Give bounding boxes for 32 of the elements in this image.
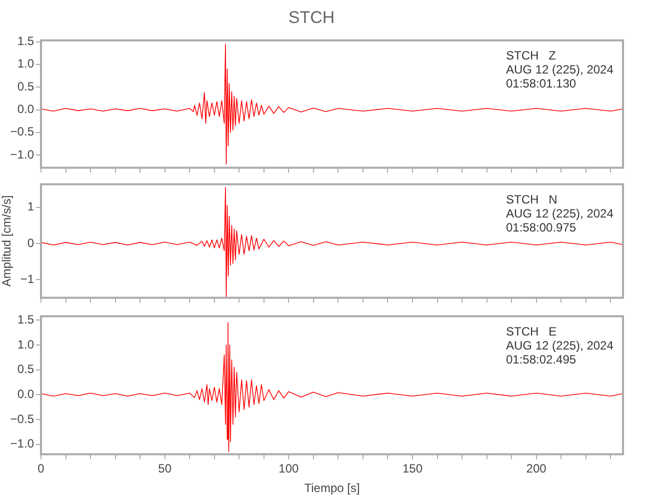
- y-tick-label: 1.0: [17, 337, 34, 352]
- y-tick-label: −1: [20, 272, 34, 286]
- x-tick-label: 50: [158, 462, 172, 476]
- annotation: STCH E: [506, 324, 557, 339]
- x-tick-label: 100: [278, 462, 299, 476]
- y-tick-label: 0.0: [17, 102, 34, 116]
- y-tick-label: −1.0: [10, 147, 34, 162]
- y-tick-label: 0: [27, 236, 34, 250]
- x-tick-label: 150: [402, 462, 423, 476]
- y-tick-label: 0.5: [17, 362, 34, 376]
- y-tick-label: 0.0: [17, 386, 34, 401]
- x-tick-label: 0: [38, 462, 45, 476]
- x-tick-label: 200: [526, 462, 547, 476]
- annotation: STCH Z: [506, 48, 556, 63]
- y-tick-label: 1.5: [17, 34, 34, 48]
- annotation: 01:58:01.130: [506, 76, 576, 91]
- annotation: STCH N: [506, 192, 558, 207]
- chart-title: STCH: [288, 8, 335, 27]
- x-axis-title: Tiempo [s]: [304, 481, 360, 496]
- annotation: 01:58:00.975: [506, 220, 576, 235]
- annotation: AUG 12 (225), 2024: [506, 338, 614, 353]
- y-tick-label: −1.0: [10, 436, 34, 451]
- y-tick-label: 1.0: [17, 56, 34, 71]
- annotation: AUG 12 (225), 2024: [506, 62, 614, 77]
- y-tick-label: −0.5: [10, 124, 34, 139]
- y-tick-label: 1.5: [17, 312, 34, 326]
- annotation: AUG 12 (225), 2024: [506, 206, 614, 221]
- y-tick-label: −0.5: [10, 412, 34, 426]
- y-axis-title: Amplitud [cm/s/s]: [0, 195, 14, 287]
- annotation: 01:58:02.495: [506, 352, 576, 367]
- y-tick-label: 1: [27, 200, 34, 214]
- y-tick-label: 0.5: [17, 79, 34, 94]
